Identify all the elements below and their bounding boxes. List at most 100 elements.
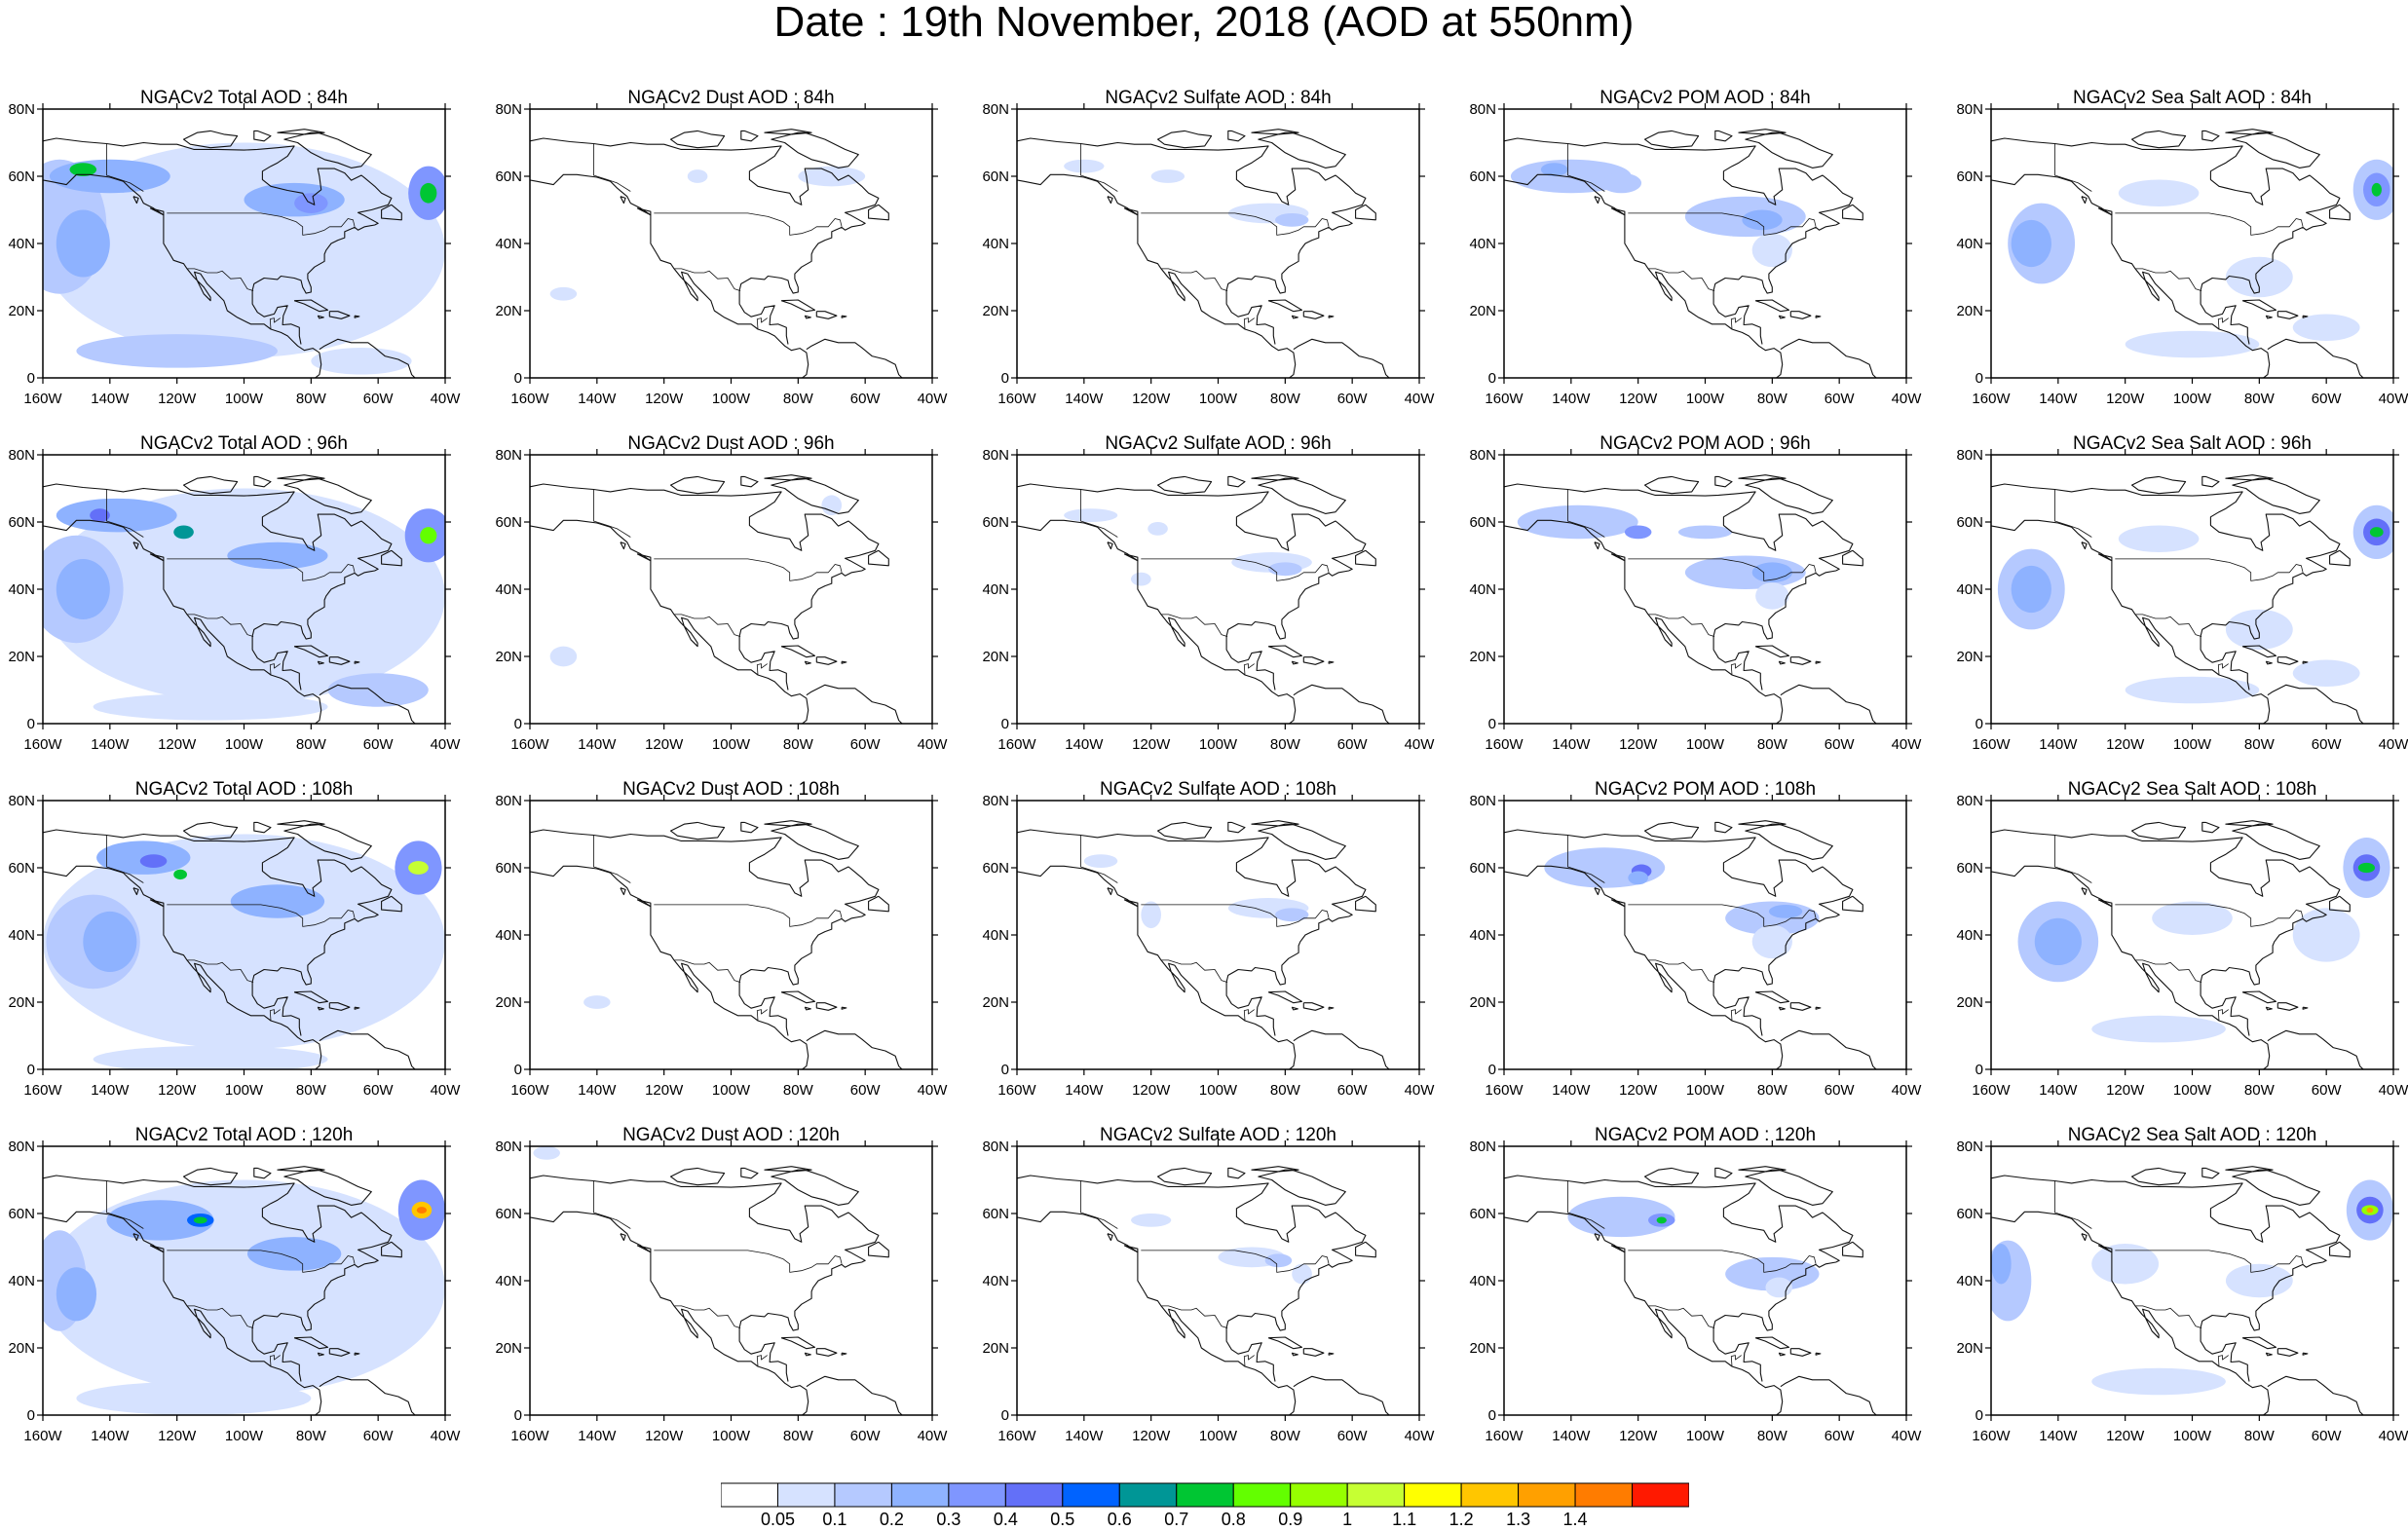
lon-tick-label: 140W bbox=[2039, 1428, 2078, 1444]
country-border bbox=[1141, 558, 1330, 581]
coastline bbox=[43, 483, 393, 691]
lon-tick-label: 40W bbox=[918, 1082, 949, 1099]
island-outline bbox=[2265, 315, 2273, 319]
island-outline bbox=[1302, 1002, 1325, 1011]
island-outline bbox=[1738, 1166, 1787, 1173]
lat-tick-label: 60N bbox=[982, 860, 1009, 877]
country-border bbox=[1648, 959, 1715, 983]
island-outline bbox=[1267, 645, 1303, 658]
aod-contour bbox=[1083, 854, 1118, 868]
map-panel-sulfate-108h: NGACv2 Sulfate AOD : 108h 160W 140W 120W 100… bbox=[974, 777, 1461, 1113]
island-outline bbox=[328, 1002, 351, 1011]
lon-tick-label: 60W bbox=[850, 736, 882, 753]
aod-contour bbox=[56, 498, 177, 533]
panel-title: NGACv2 Sea Salt AOD : 84h bbox=[2072, 88, 2312, 108]
lat-tick-label: 20N bbox=[1469, 303, 1496, 319]
island-outline bbox=[1302, 1348, 1325, 1357]
lon-tick-label: 100W bbox=[2173, 736, 2212, 753]
lon-tick-label: 60W bbox=[1825, 736, 1856, 753]
lat-tick-label: 20N bbox=[1956, 1340, 1983, 1357]
country-border bbox=[1648, 1305, 1715, 1328]
aod-contour bbox=[549, 646, 578, 667]
country-border bbox=[106, 1180, 144, 1229]
coastline bbox=[1293, 338, 1390, 378]
lon-tick-label: 120W bbox=[1619, 1428, 1658, 1444]
colorbar-label: 0.4 bbox=[994, 1510, 1018, 1527]
colorbar-box bbox=[834, 1482, 892, 1508]
map-panel-total-84h: NGACv2 Total AOD : 84h 160W 140W 120W 100W 80… bbox=[0, 86, 487, 422]
panel-title: NGACv2 Dust AOD : 108h bbox=[622, 779, 840, 800]
lon-tick-label: 100W bbox=[2173, 1428, 2212, 1444]
country-border bbox=[2054, 835, 2092, 883]
map-background bbox=[1504, 801, 1906, 1069]
lat-tick-label: 0 bbox=[514, 1062, 522, 1078]
lon-tick-label: 160W bbox=[510, 391, 549, 407]
aod-contour bbox=[2118, 179, 2200, 207]
island-outline bbox=[1842, 895, 1863, 913]
island-outline bbox=[1291, 1006, 1298, 1011]
island-outline bbox=[2329, 1241, 2351, 1258]
island-outline bbox=[277, 129, 325, 135]
island-outline bbox=[2097, 553, 2113, 562]
lat-tick-label: 40N bbox=[1469, 1273, 1496, 1289]
colorbar-box bbox=[1518, 1482, 1576, 1508]
island-outline bbox=[740, 821, 759, 834]
island-outline bbox=[2302, 660, 2309, 664]
aod-contour bbox=[2125, 676, 2260, 704]
lon-tick-label: 160W bbox=[1485, 391, 1524, 407]
island-outline bbox=[1842, 549, 1863, 567]
island-outline bbox=[2302, 1352, 2309, 1356]
island-outline bbox=[841, 1352, 847, 1356]
island-outline bbox=[283, 823, 372, 860]
lat-tick-label: 0 bbox=[1001, 1407, 1009, 1424]
lon-tick-label: 60W bbox=[2312, 1082, 2343, 1099]
coastline bbox=[43, 865, 322, 1069]
island-outline bbox=[1610, 207, 1626, 216]
island-outline bbox=[2081, 1233, 2088, 1242]
lat-tick-label: 0 bbox=[1001, 370, 1009, 387]
island-outline bbox=[328, 656, 351, 665]
map-background bbox=[530, 1146, 932, 1415]
lon-tick-label: 80W bbox=[296, 1428, 327, 1444]
lat-tick-label: 60N bbox=[8, 168, 35, 185]
map-canvas: 160W 140W 120W 100W 80W 60W 40W 0 20N 40N 60N 80N bbox=[982, 1139, 1435, 1444]
lat-tick-label: 0 bbox=[27, 1062, 35, 1078]
island-outline bbox=[1156, 130, 1213, 149]
aod-contour bbox=[173, 525, 194, 540]
coastline bbox=[1780, 1375, 1877, 1415]
island-outline bbox=[1227, 1167, 1246, 1179]
island-outline bbox=[149, 1245, 165, 1253]
aod-contour bbox=[1742, 209, 1783, 231]
map-canvas: 160W 140W 120W 100W 80W 60W 40W 0 20N 40N 60N 80N bbox=[8, 1139, 461, 1444]
map-panel-dust-120h: NGACv2 Dust AOD : 120h 160W 140W 120W 100W 80… bbox=[487, 1123, 974, 1459]
map-canvas: 160W 140W 120W 100W 80W 60W 40W 0 20N 40N 60N 80N bbox=[1469, 101, 1922, 407]
island-outline bbox=[1789, 1348, 1812, 1357]
coastline bbox=[806, 1375, 903, 1415]
aod-field bbox=[533, 1146, 560, 1160]
panel-title: NGACv2 Sulfate AOD : 96h bbox=[1105, 433, 1332, 454]
island-outline bbox=[620, 887, 626, 896]
map-canvas: 160W 140W 120W 100W 80W 60W 40W 0 20N 40N 60N 80N bbox=[1469, 793, 1922, 1099]
lon-tick-label: 100W bbox=[712, 391, 751, 407]
island-outline bbox=[2241, 1336, 2277, 1350]
island-outline bbox=[2130, 130, 2187, 149]
island-outline bbox=[1745, 477, 1833, 514]
island-outline bbox=[1714, 821, 1733, 834]
island-outline bbox=[1251, 1166, 1299, 1173]
lon-tick-label: 160W bbox=[997, 1428, 1036, 1444]
coastline bbox=[2267, 1375, 2364, 1415]
aod-contour bbox=[1064, 159, 1105, 173]
country-border bbox=[654, 212, 843, 236]
panel-title: NGACv2 Total AOD : 84h bbox=[140, 88, 348, 108]
coastline bbox=[1504, 1211, 1784, 1415]
coastline bbox=[43, 173, 322, 378]
island-outline bbox=[317, 315, 324, 319]
lat-tick-label: 0 bbox=[27, 1407, 35, 1424]
lon-tick-label: 60W bbox=[363, 391, 395, 407]
lon-tick-label: 100W bbox=[1686, 391, 1725, 407]
coastline bbox=[530, 829, 880, 1036]
panel-title: NGACv2 Dust AOD : 120h bbox=[622, 1125, 840, 1145]
country-border bbox=[2217, 1009, 2229, 1022]
island-outline bbox=[354, 315, 360, 318]
colorbar-box bbox=[1574, 1482, 1634, 1508]
